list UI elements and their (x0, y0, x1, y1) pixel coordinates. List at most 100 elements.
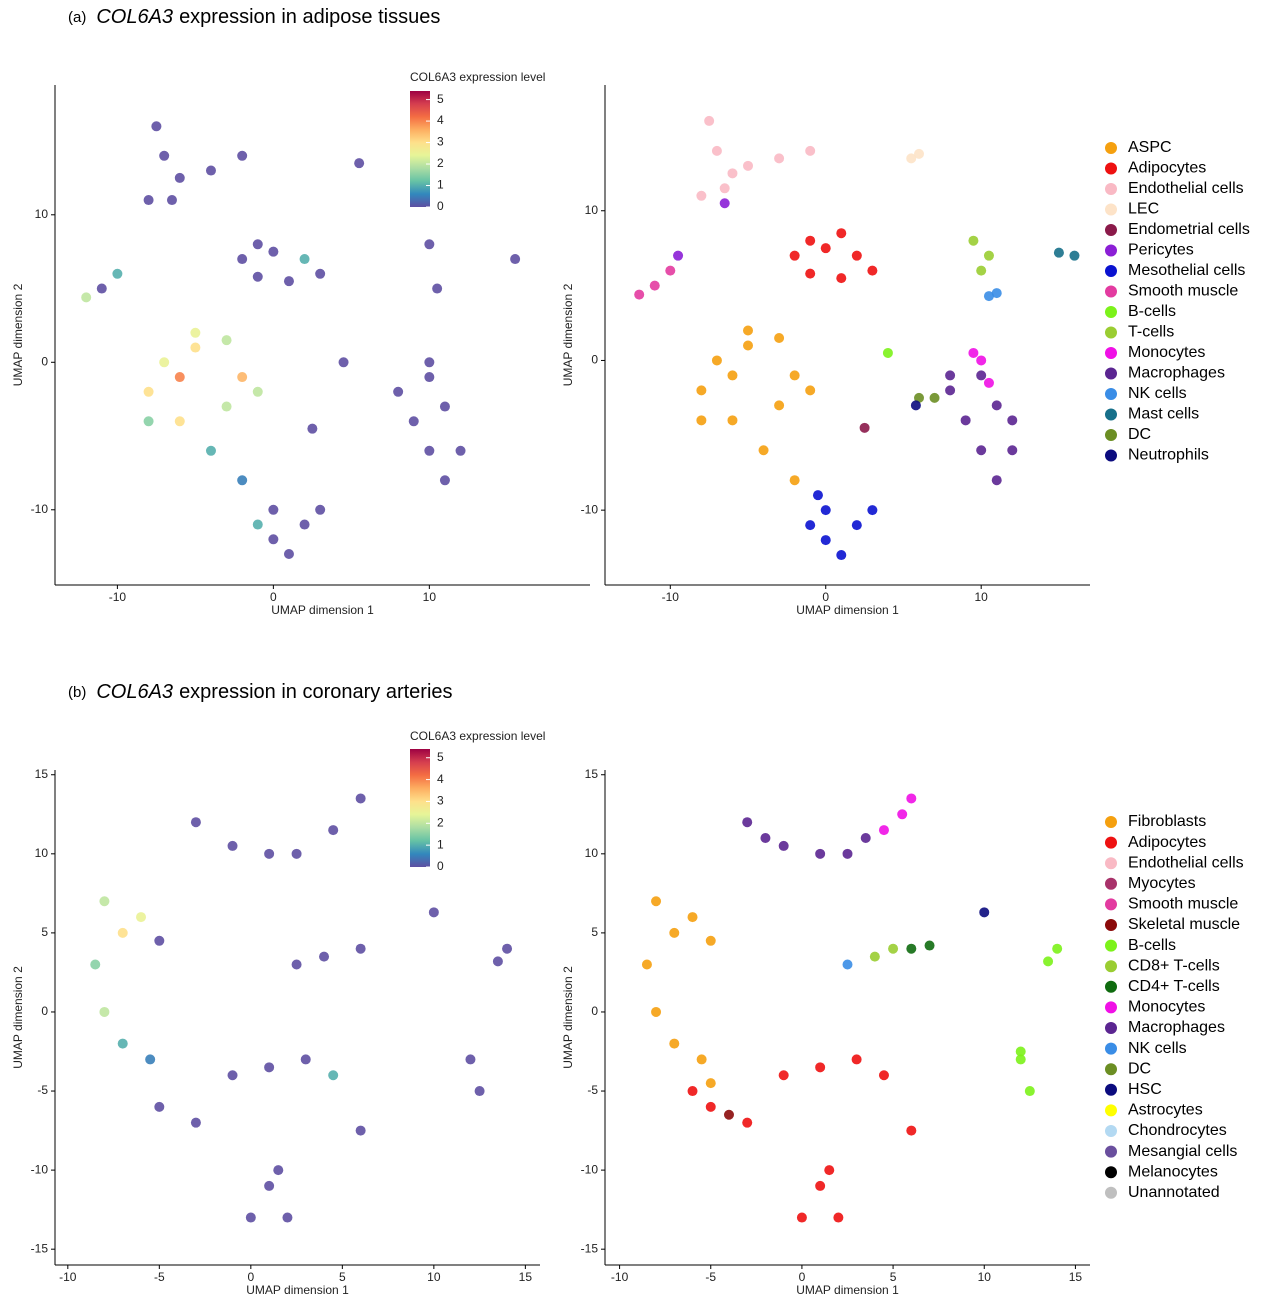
cell-point (159, 150, 170, 161)
cell-point (90, 959, 101, 970)
cell-point (428, 907, 439, 918)
x-tick-label: 0 (799, 1270, 806, 1284)
cell-point (252, 271, 263, 282)
y-tick-label: -10 (581, 502, 599, 516)
cell-point (154, 935, 165, 946)
cell-point (929, 392, 940, 403)
cell-point (805, 145, 816, 156)
legend-swatch (1105, 836, 1117, 849)
x-tick-label: 15 (519, 1270, 533, 1284)
legend-swatch (1105, 183, 1117, 195)
colorbar-tick-label: 5 (437, 750, 444, 764)
cell-point (268, 534, 279, 545)
legend-label: Pericytes (1128, 242, 1194, 259)
x-axis-label: UMAP dimension 1 (246, 1283, 349, 1297)
cell-point (205, 165, 216, 176)
y-axis-label: UMAP dimension 2 (561, 966, 575, 1069)
cell-point (502, 943, 513, 954)
title-gene: COL6A3 (96, 6, 173, 28)
y-axis-label: UMAP dimension 2 (11, 966, 25, 1069)
legend-swatch (1105, 877, 1117, 890)
cell-point (906, 943, 917, 954)
cell-point (227, 1070, 238, 1081)
x-tick-label: 5 (890, 1270, 897, 1284)
cell-point (190, 817, 201, 828)
cell-point (665, 265, 676, 276)
cell-point (237, 475, 248, 486)
cell-point (743, 160, 754, 171)
cell-point (136, 912, 147, 923)
cell-point (319, 951, 330, 962)
cell-point (328, 1070, 339, 1081)
legend-swatch (1105, 224, 1117, 236)
cell-point (291, 848, 302, 859)
cell-point (264, 848, 275, 859)
cell-point (758, 445, 769, 456)
cell-point (205, 445, 216, 456)
legend-swatch (1105, 265, 1117, 277)
cell-point (355, 1125, 366, 1136)
cell-point (778, 1070, 789, 1081)
cell-point (774, 332, 785, 343)
legend-swatch (1105, 1145, 1117, 1158)
cell-point (851, 1054, 862, 1065)
cell-point (151, 121, 162, 132)
legend-swatch (1105, 429, 1117, 441)
cell-point (465, 1054, 476, 1065)
cell-point (143, 416, 154, 427)
cell-point (299, 254, 310, 265)
cell-point (439, 401, 450, 412)
cell-point (1007, 415, 1018, 426)
cell-point (906, 793, 917, 804)
cell-point (669, 1038, 680, 1049)
cell-point (968, 347, 979, 358)
cell-point (705, 935, 716, 946)
cell-point (897, 809, 908, 820)
cell-point (705, 1078, 716, 1089)
legend-label: B-cells (1128, 937, 1176, 954)
y-tick-label: -10 (581, 1162, 599, 1176)
cell-point (760, 833, 771, 844)
cell-point (815, 1180, 826, 1191)
colorbar (410, 749, 430, 867)
cell-point (227, 840, 238, 851)
legend-label: LEC (1128, 201, 1159, 218)
cell-point (166, 195, 177, 206)
y-tick-label: -5 (587, 1083, 598, 1097)
colorbar-tick-label: 4 (437, 772, 444, 786)
legend-label: Mast cells (1128, 406, 1199, 423)
legend-label: Myocytes (1128, 875, 1196, 892)
legend-swatch (1105, 408, 1117, 421)
cell-point (268, 504, 279, 515)
cell-point (112, 268, 123, 279)
cell-point (174, 416, 185, 427)
legend-label: Macrophages (1128, 365, 1225, 382)
cell-point (867, 265, 878, 276)
cell-point (789, 370, 800, 381)
colorbar-title: COL6A3 expression level (410, 70, 545, 84)
legend-label: Mesothelial cells (1128, 262, 1245, 279)
legend-label: NK cells (1128, 1040, 1187, 1057)
cell-point (888, 943, 899, 954)
cell-point (1007, 445, 1018, 456)
cell-point (455, 445, 466, 456)
legend-swatch (1105, 326, 1117, 339)
legend-swatch (1105, 1186, 1117, 1199)
cell-point (338, 357, 349, 368)
legend-swatch (1105, 1083, 1117, 1096)
legend-swatch (1105, 898, 1117, 911)
y-tick-label: 10 (35, 846, 49, 860)
cell-point (727, 415, 738, 426)
panel-header: (b) COL6A3 expression in coronary arteries (68, 681, 453, 703)
cell-point (283, 549, 294, 560)
cell-point (824, 1165, 835, 1176)
cell-point (833, 1212, 844, 1223)
cell-point (860, 833, 871, 844)
cell-point (159, 357, 170, 368)
y-tick-label: 0 (591, 1004, 598, 1018)
cell-point (174, 172, 185, 183)
x-tick-label: 0 (822, 590, 829, 604)
legend-label: Endothelial cells (1128, 854, 1244, 871)
cell-point (983, 291, 994, 302)
cell-point (355, 793, 366, 804)
